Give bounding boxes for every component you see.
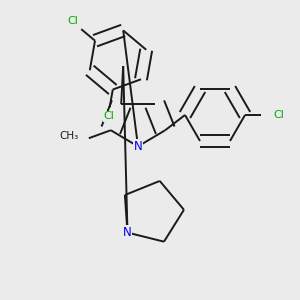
Text: Cl: Cl <box>103 111 114 121</box>
Text: CH₃: CH₃ <box>59 131 79 141</box>
Text: N: N <box>134 140 142 153</box>
Text: Cl: Cl <box>68 16 78 26</box>
Text: N: N <box>123 226 132 239</box>
Text: Cl: Cl <box>273 110 284 120</box>
